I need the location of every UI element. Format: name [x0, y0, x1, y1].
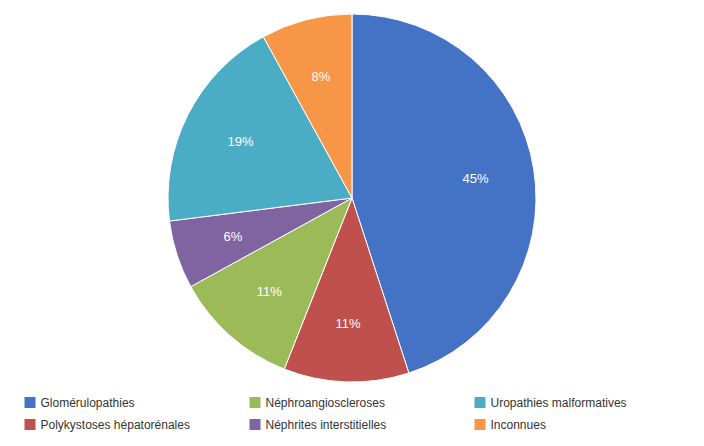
data-label: 11%: [336, 316, 361, 331]
legend-item: Inconnues: [475, 418, 546, 432]
chart: 45% 11% 11% 6% 19% 8% Glomérulopathies Polykyst…: [0, 0, 704, 446]
data-label: 11%: [257, 284, 282, 299]
data-label: 6%: [224, 229, 243, 244]
data-label: 19%: [228, 134, 254, 149]
legend-label: Uropathies malformatives: [491, 396, 627, 410]
pie: [168, 14, 536, 382]
chart-container: 45% 11% 11% 6% 19% 8% Glomérulopathies Polykyst…: [0, 0, 704, 446]
legend-item: Glomérulopathies: [25, 396, 135, 410]
legend-swatch: [475, 419, 486, 430]
legend-item: Néphrites interstitielles: [250, 418, 387, 432]
legend-label: Glomérulopathies: [41, 396, 135, 410]
legend-swatch: [475, 397, 486, 408]
legend-item: Néphroangioscleroses: [250, 396, 385, 410]
legend-item: Polykystoses hépatorénales: [25, 418, 190, 432]
legend-swatch: [25, 397, 36, 408]
legend-swatch: [250, 419, 261, 430]
legend-label: Inconnues: [491, 418, 546, 432]
data-labels: 45% 11% 11% 6% 19% 8%: [224, 69, 489, 330]
legend-label: Néphrites interstitielles: [266, 418, 387, 432]
legend-item: Uropathies malformatives: [475, 396, 627, 410]
legend-label: Néphroangioscleroses: [266, 396, 385, 410]
data-label: 45%: [463, 171, 489, 186]
legend-swatch: [250, 397, 261, 408]
legend: Glomérulopathies Polykystoses hépatorénal…: [25, 396, 627, 432]
pie-slice: [263, 14, 352, 198]
data-label: 8%: [311, 69, 330, 84]
legend-swatch: [25, 419, 36, 430]
legend-label: Polykystoses hépatorénales: [41, 418, 190, 432]
